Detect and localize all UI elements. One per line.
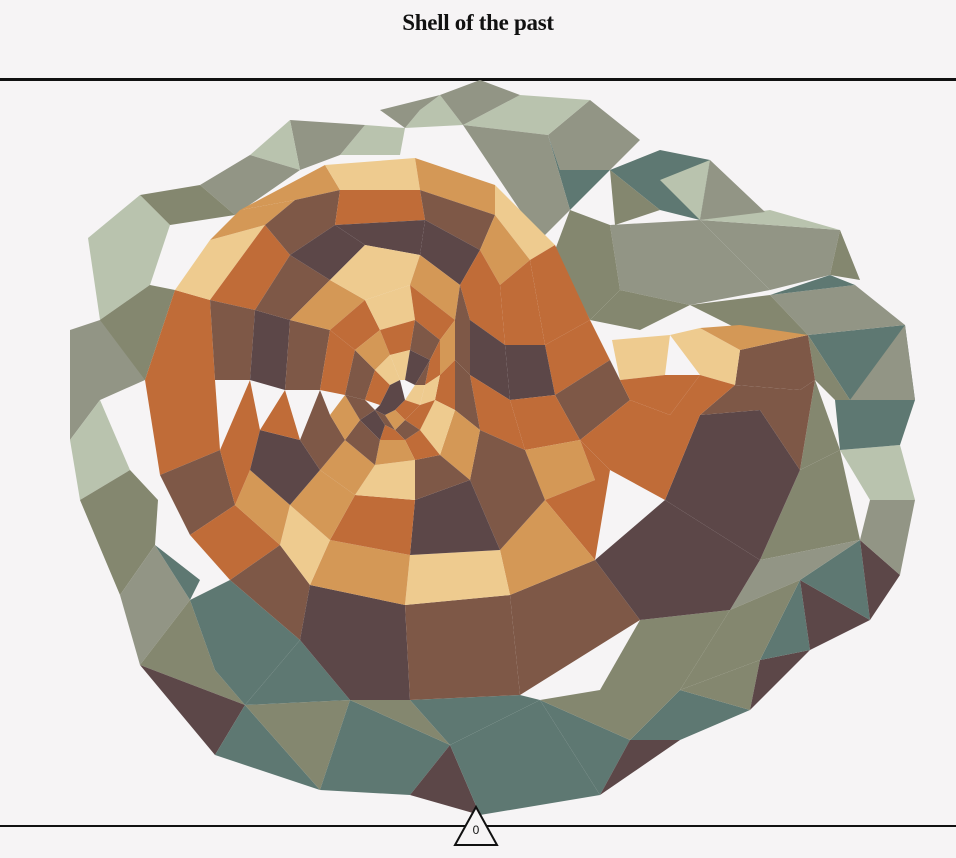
triangle-icon xyxy=(453,804,499,846)
move-counter-value: 0 xyxy=(472,823,480,837)
move-counter: 0 xyxy=(452,804,500,848)
top-rule xyxy=(0,78,956,81)
rock-region[interactable] xyxy=(70,80,915,815)
shell-region[interactable] xyxy=(145,158,815,700)
puzzle-title: Shell of the past xyxy=(402,10,554,35)
